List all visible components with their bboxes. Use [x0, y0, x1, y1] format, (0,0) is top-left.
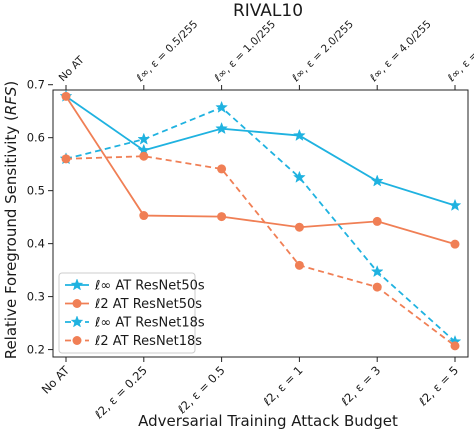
y-tick-label: 0.6	[27, 131, 45, 145]
top-x-tick-label: ℓ∞, ε = 1.0/255	[212, 18, 279, 85]
data-point-2-1	[137, 132, 151, 145]
data-point-1-4	[372, 216, 382, 226]
legend-box	[58, 272, 196, 354]
legend-label-2: ℓ∞ AT ResNet18s	[94, 316, 205, 331]
y-tick-label: 0.3	[27, 290, 45, 304]
x-tick-label: No AT	[39, 363, 73, 397]
plot-frame	[52, 89, 469, 358]
data-point-3-1	[139, 151, 149, 161]
y-axis-label: Relative Foreground Sensitivity (RFS)	[2, 81, 20, 360]
series-line-0	[65, 95, 456, 207]
y-axis-label-close: )	[2, 81, 20, 87]
y-tick-label: 0.4	[27, 237, 45, 251]
y-tick-label: 0.7	[27, 78, 45, 92]
data-point-0-3	[293, 128, 306, 141]
y-axis-label-unit: RFS	[2, 86, 20, 115]
legend-marker-1	[72, 299, 82, 308]
y-tick-label: 0.5	[27, 184, 45, 198]
data-point-3-4	[372, 282, 382, 292]
data-point-1-0	[61, 91, 71, 101]
data-point-2-4	[370, 264, 384, 278]
chart-title: RIVAL10	[233, 1, 303, 21]
data-point-0-4	[370, 174, 384, 187]
data-point-0-2	[215, 121, 228, 135]
legend-label-1: ℓ2 AT ResNet50s	[94, 297, 202, 312]
data-point-2-3	[293, 170, 306, 183]
data-point-1-1	[139, 211, 149, 221]
x-tick-label: ℓ2, ε = 3	[337, 363, 383, 409]
top-x-tick-label: ℓ∞, ε = 8.0/255	[445, 18, 474, 85]
plot-area: 0.20.30.40.50.60.7No AT ℓ2, ε = 0.25 ℓ2, ε…	[27, 18, 474, 422]
legend-label-3: ℓ2 AT ResNet18s	[94, 334, 202, 349]
data-point-3-0	[61, 154, 71, 164]
data-point-3-2	[217, 164, 227, 174]
data-point-1-3	[294, 222, 304, 232]
data-point-3-5	[450, 341, 460, 351]
x-tick-label: ℓ2, ε = 5	[415, 363, 461, 409]
x-tick-label: ℓ2, ε = 0.5	[174, 363, 228, 417]
top-x-tick-label: ℓ∞, ε = 4.0/255	[367, 18, 434, 85]
legend-marker-0	[70, 278, 84, 291]
legend-marker-3	[72, 336, 82, 345]
legend-marker-2	[70, 315, 84, 328]
series-line-3	[65, 155, 456, 347]
x-tick-label: ℓ2, ε = 1	[260, 363, 306, 409]
data-point-1-5	[450, 239, 460, 249]
legend-label-0: ℓ∞ AT ResNet50s	[94, 279, 205, 294]
y-axis-label-text: Relative Foreground Sensitivity (	[2, 115, 20, 359]
x-axis-label: Adversarial Training Attack Budget	[138, 412, 398, 430]
top-x-tick-label: ℓ∞, ε = 2.0/255	[289, 18, 356, 85]
data-point-2-2	[215, 100, 228, 113]
data-point-0-5	[448, 198, 462, 211]
data-point-3-3	[294, 260, 304, 270]
data-point-1-2	[217, 212, 227, 222]
series-line-1	[65, 95, 456, 246]
top-x-tick-label: ℓ∞, ε = 0.5/255	[134, 18, 201, 85]
svg-text:Relative Foreground Sensitivit: Relative Foreground Sensitivity (RFS)	[2, 81, 20, 360]
y-tick-label: 0.2	[27, 343, 45, 357]
top-x-tick-label: No AT	[57, 54, 87, 84]
